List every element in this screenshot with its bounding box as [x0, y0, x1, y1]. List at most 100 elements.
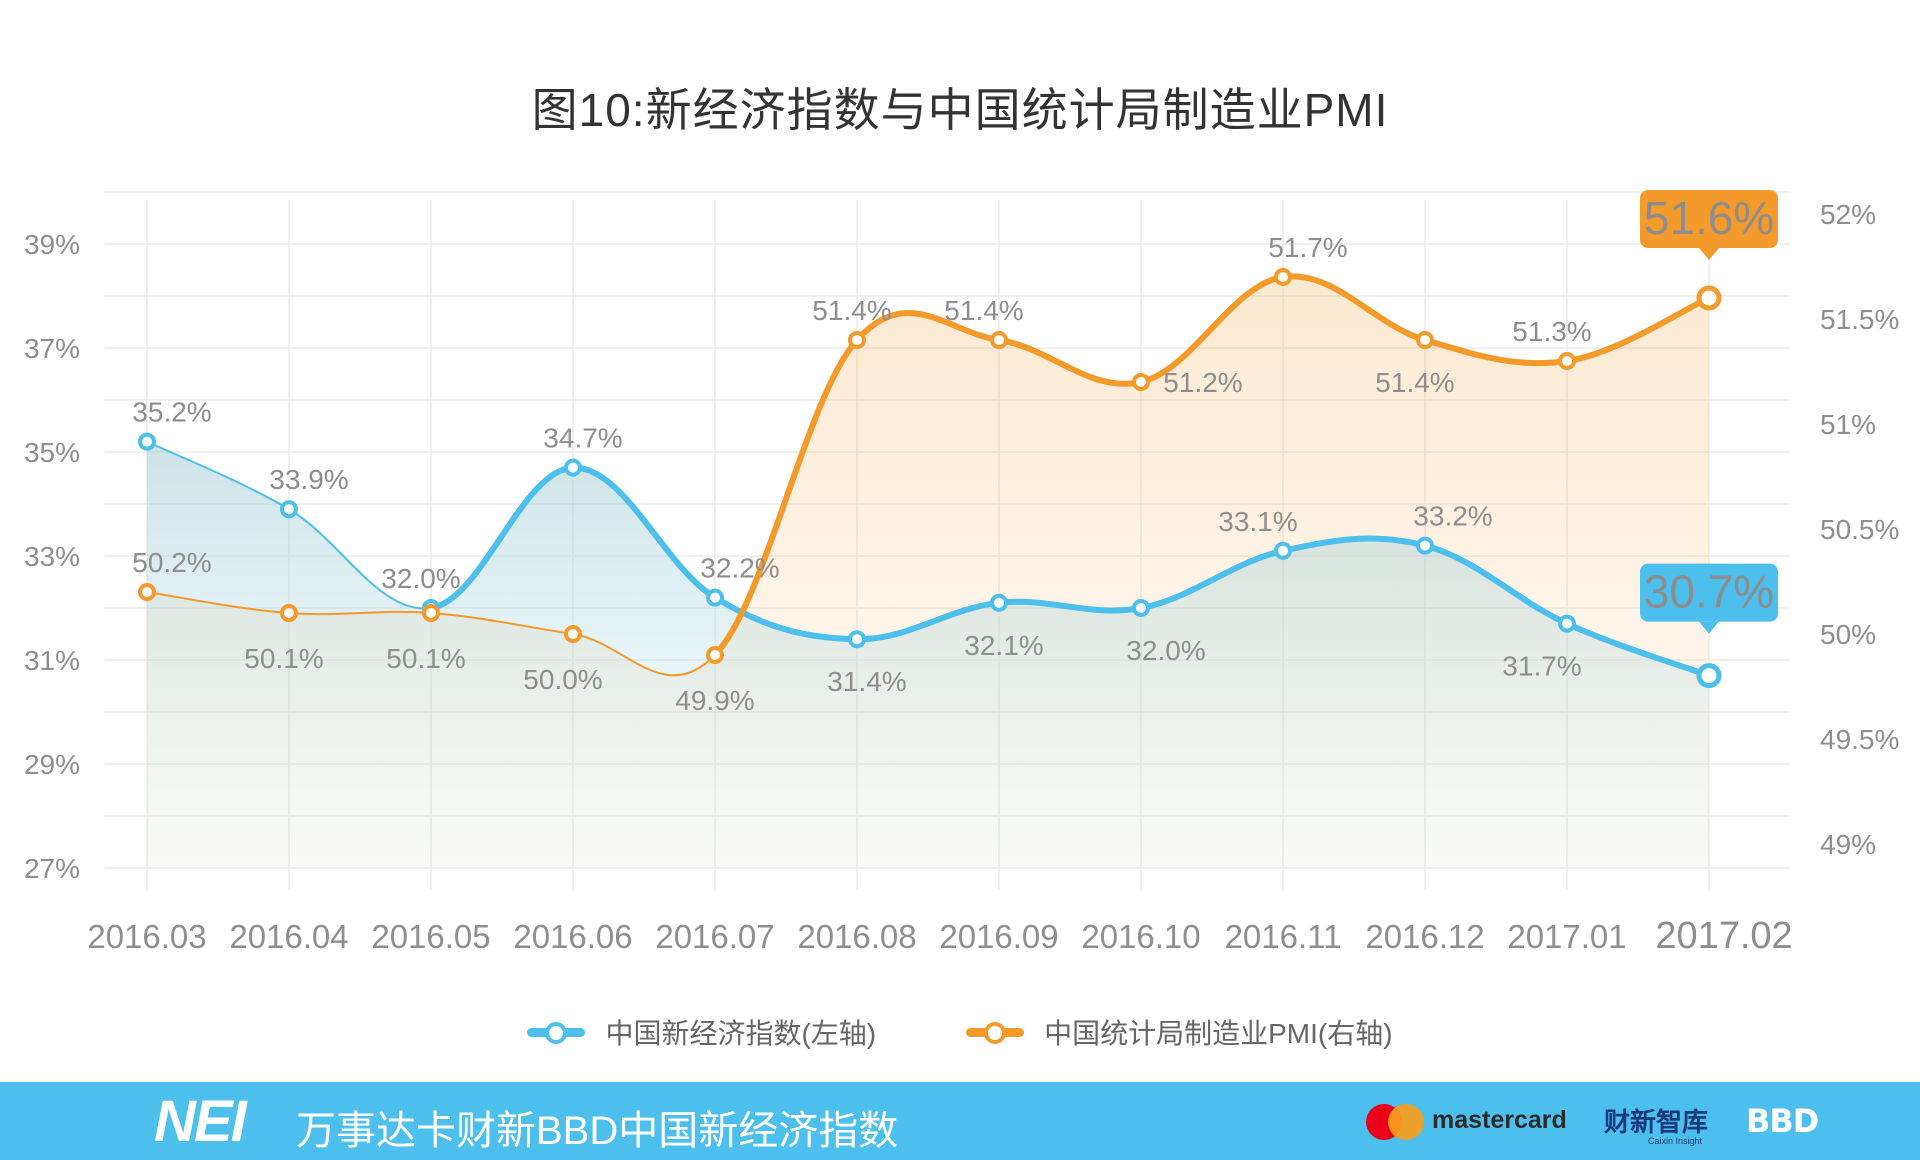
new-economy-data-label: 35.2% [132, 397, 211, 428]
x-axis-tick-label: 2016.03 [87, 918, 206, 955]
pmi-callout-text: 51.6% [1644, 192, 1774, 244]
pmi-point [1696, 285, 1722, 311]
legend-label-pmi: 中国统计局制造业PMI(右轴) [1044, 1018, 1393, 1049]
pmi-point [1558, 352, 1576, 370]
footer-banner: NEI 万事达卡财新BBD中国新经济指数 mastercard 财新智库 Cai… [0, 1082, 1920, 1160]
pmi-point [564, 625, 582, 643]
new-economy-point [138, 432, 156, 451]
new-economy-data-label: 32.2% [700, 553, 779, 584]
caixin-logo: 财新智库 [1604, 1107, 1709, 1137]
left-axis-tick-label: 29% [24, 749, 80, 780]
x-axis-tick-label: 2017.02 [1655, 915, 1792, 957]
pmi-point [848, 331, 866, 349]
x-axis-tick-label: 2016.11 [1225, 918, 1342, 955]
new-economy-point [848, 630, 866, 649]
left-axis-tick-label: 39% [24, 229, 80, 260]
right-axis-tick-label: 50.5% [1820, 514, 1899, 545]
x-axis-tick-label: 2016.04 [229, 918, 348, 955]
new-economy-data-label: 32.0% [1126, 635, 1205, 666]
mastercard-icon [1366, 1104, 1426, 1140]
new-economy-data-label: 32.1% [964, 630, 1043, 661]
areas [147, 276, 1709, 869]
new-economy-data-label: 33.9% [269, 464, 348, 495]
pmi-data-label: 51.2% [1163, 367, 1242, 398]
left-axis-tick-label: 35% [24, 437, 80, 468]
x-axis-tick-label: 2016.07 [655, 918, 774, 955]
legend-swatch-orange [966, 1022, 1025, 1044]
new-economy-data-label: 33.1% [1218, 506, 1297, 537]
new-economy-point [1558, 614, 1576, 633]
right-axis-tick-label: 49.5% [1820, 724, 1899, 755]
pmi-point [706, 646, 724, 664]
new-economy-point [1132, 599, 1150, 617]
x-axis-tick-label: 2016.06 [513, 918, 632, 955]
pmi-data-label: 51.3% [1512, 316, 1591, 347]
new-economy-callout-box [1640, 563, 1778, 622]
pmi-data-label: 50.1% [386, 643, 465, 674]
footer-title: 万事达卡财新BBD中国新经济指数 [296, 1109, 899, 1153]
left-axis-tick-label: 31% [24, 645, 80, 676]
x-axis-tick-label: 2016.05 [371, 918, 490, 955]
legend: 中国新经济指数(左轴) 中国统计局制造业PMI(右轴) [0, 1012, 1920, 1052]
new-economy-point [280, 500, 298, 519]
caixin-logo-sub: Caixin Insight [1648, 1136, 1703, 1146]
new-economy-line-thick [428, 464, 1712, 679]
pmi-line-thick [712, 273, 1712, 658]
pmi-data-label: 50.0% [523, 664, 602, 695]
data-labels: 35.2% 33.9% 32.0% 34.7% 32.2% 31.4% 32.1% 32.0%… [132, 232, 1591, 716]
new-economy-point [1274, 541, 1292, 560]
pmi-point [1274, 268, 1292, 286]
left-axis-tick-label: 37% [24, 333, 80, 364]
right-axis-tick-label: 51.5% [1820, 304, 1899, 335]
pmi-data-label: 51.7% [1268, 232, 1347, 263]
pmi-callout-box [1640, 190, 1778, 248]
pmi-point [138, 583, 156, 601]
right-axis-tick-label: 49% [1820, 829, 1876, 860]
left-axis-tick-label: 33% [24, 541, 80, 572]
pmi-point [1416, 331, 1434, 349]
right-axis-tick-label: 52% [1820, 199, 1876, 230]
pmi-point [1132, 373, 1150, 391]
pmi-point [280, 604, 298, 622]
new-economy-data-label: 34.7% [543, 423, 622, 454]
right-axis-tick-label: 51% [1820, 409, 1876, 440]
legend-label-new-economy: 中国新经济指数(左轴) [605, 1018, 877, 1049]
pmi-data-label: 51.4% [944, 295, 1023, 326]
pmi-data-label: 50.2% [132, 547, 211, 578]
pmi-callout-pointer [1699, 248, 1719, 260]
bbd-logo: BBD [1746, 1102, 1819, 1140]
callouts: 51.6% 30.7% [1640, 190, 1778, 634]
x-axis-tick-label: 2016.12 [1365, 918, 1484, 955]
x-axis-tick-label: 2016.10 [1081, 918, 1200, 955]
pmi-data-label: 50.1% [244, 643, 323, 674]
legend-item-new-economy[interactable]: 中国新经济指数(左轴) [527, 1012, 876, 1052]
new-economy-point [990, 593, 1008, 612]
pmi-data-label: 51.4% [1375, 367, 1454, 398]
new-economy-data-label: 31.7% [1502, 651, 1581, 682]
shared-area [147, 441, 1709, 868]
new-economy-point [564, 458, 582, 477]
x-axis-tick-label: 2017.01 [1507, 918, 1626, 955]
new-economy-data-label: 33.2% [1413, 501, 1492, 532]
axes: 27% 29% 31% 33% 35% 37% 39% 49% 49.5% 50% 50.5% 51%… [24, 199, 1899, 957]
new-economy-point [706, 588, 724, 607]
new-economy-data-label: 32.0% [381, 563, 460, 594]
chart-title: 图10:新经济指数与中国统计局制造业PMI [531, 84, 1389, 136]
new-economy-point [1416, 536, 1434, 555]
pmi-point [990, 331, 1008, 349]
mastercard-logo-text: mastercard [1432, 1106, 1567, 1134]
legend-item-pmi[interactable]: 中国统计局制造业PMI(右轴) [966, 1012, 1393, 1052]
legend-swatch-blue [527, 1022, 586, 1044]
new-economy-callout-text: 30.7% [1644, 566, 1774, 618]
pmi-data-label: 49.9% [675, 685, 754, 716]
left-axis-tick-label: 27% [24, 853, 80, 884]
new-economy-callout-pointer [1699, 621, 1719, 634]
x-axis-tick-label: 2016.08 [797, 918, 916, 955]
pmi-point [422, 604, 440, 622]
right-axis-tick-label: 50% [1820, 619, 1876, 650]
pmi-data-label: 51.4% [812, 295, 891, 326]
series-points [138, 268, 1722, 689]
new-economy-point [1696, 663, 1722, 689]
x-axis-tick-label: 2016.09 [939, 918, 1058, 955]
